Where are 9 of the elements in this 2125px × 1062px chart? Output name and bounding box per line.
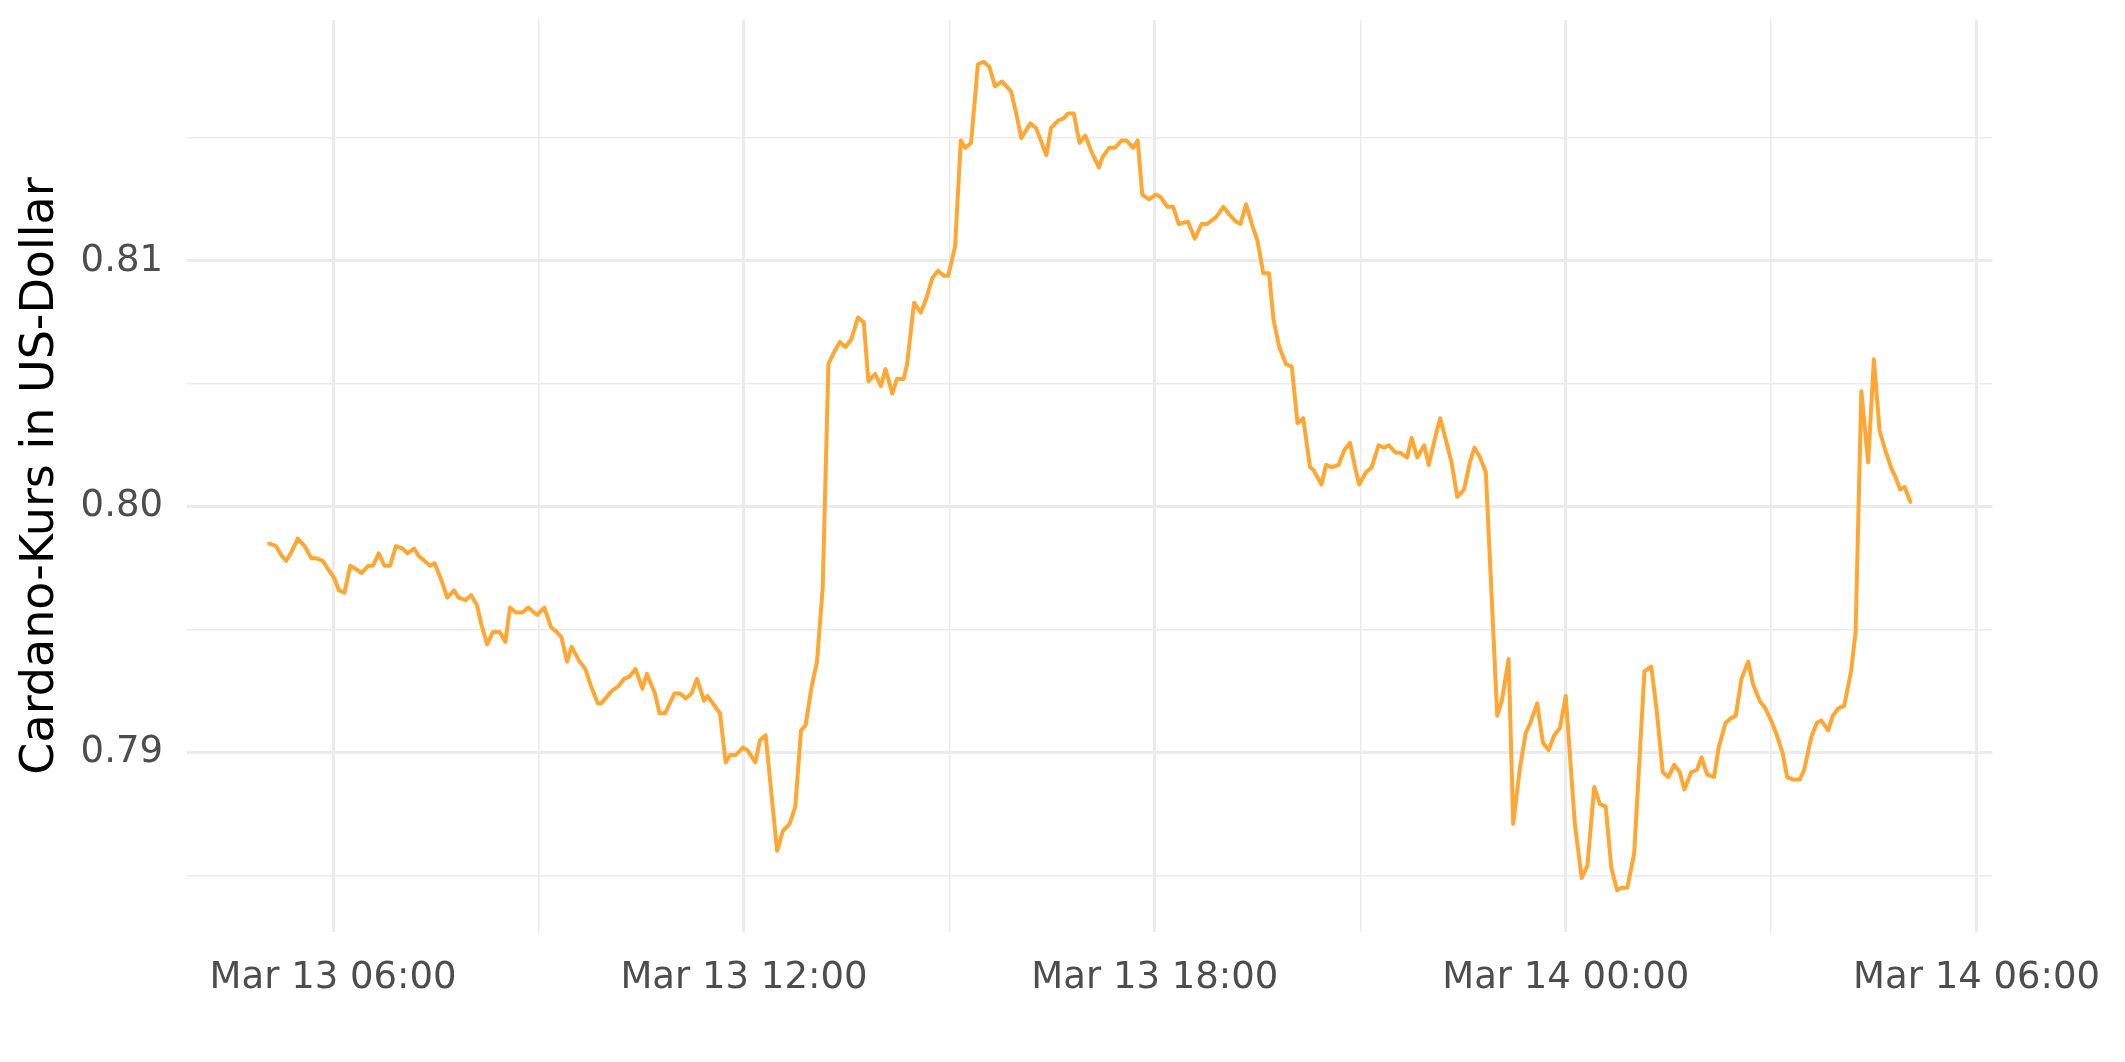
y-axis-title: Cardano-Kurs in US-Dollar bbox=[9, 177, 64, 775]
y-tick-label: 0.79 bbox=[80, 728, 163, 772]
x-tick-label: Mar 14 06:00 bbox=[1853, 953, 2101, 997]
x-tick-label: Mar 13 12:00 bbox=[620, 953, 868, 997]
x-tick-label: Mar 13 18:00 bbox=[1031, 953, 1279, 997]
y-tick-label: 0.81 bbox=[80, 236, 163, 280]
x-tick-label: Mar 13 06:00 bbox=[209, 953, 457, 997]
x-tick-label: Mar 14 00:00 bbox=[1442, 953, 1690, 997]
y-tick-label: 0.80 bbox=[80, 482, 163, 526]
